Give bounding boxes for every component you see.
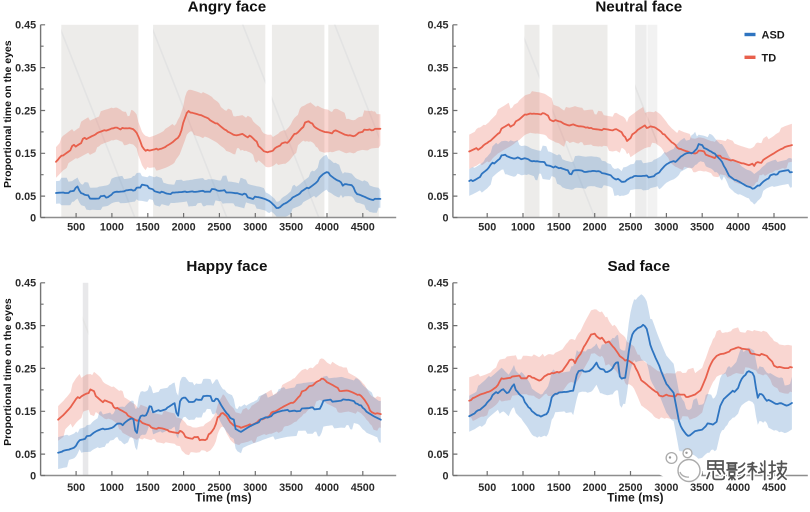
svg-text:1000: 1000	[100, 222, 124, 234]
svg-text:2500: 2500	[618, 482, 642, 494]
svg-text:0.05: 0.05	[15, 191, 36, 203]
svg-text:3500: 3500	[690, 222, 714, 234]
svg-text:0.25: 0.25	[15, 363, 36, 375]
svg-text:2000: 2000	[583, 482, 607, 494]
svg-text:3500: 3500	[690, 482, 714, 494]
svg-text:0.45: 0.45	[15, 278, 36, 290]
svg-text:4000: 4000	[315, 482, 339, 494]
svg-text:Happy face: Happy face	[186, 258, 267, 275]
svg-text:2000: 2000	[583, 222, 607, 234]
svg-text:0.35: 0.35	[427, 63, 448, 75]
svg-text:Angry face: Angry face	[188, 0, 267, 16]
svg-text:4000: 4000	[726, 482, 750, 494]
svg-text:0.25: 0.25	[15, 105, 36, 117]
svg-text:ASD: ASD	[762, 30, 785, 42]
svg-text:0.05: 0.05	[15, 449, 36, 461]
svg-text:0.45: 0.45	[427, 278, 448, 290]
svg-text:0: 0	[442, 470, 448, 482]
svg-text:1500: 1500	[547, 222, 571, 234]
svg-text:4500: 4500	[762, 482, 786, 494]
svg-text:500: 500	[478, 482, 496, 494]
svg-text:0: 0	[30, 212, 36, 224]
svg-text:2500: 2500	[207, 482, 231, 494]
svg-text:3500: 3500	[279, 222, 303, 234]
svg-text:2000: 2000	[172, 482, 196, 494]
svg-text:1500: 1500	[136, 222, 160, 234]
svg-text:1000: 1000	[511, 482, 535, 494]
svg-text:4500: 4500	[351, 482, 375, 494]
svg-text:0: 0	[30, 470, 36, 482]
svg-text:0.05: 0.05	[427, 191, 448, 203]
svg-text:3000: 3000	[243, 482, 267, 494]
svg-text:1500: 1500	[547, 482, 571, 494]
svg-text:0.45: 0.45	[427, 20, 448, 32]
svg-text:Sad face: Sad face	[608, 258, 670, 275]
svg-text:0.25: 0.25	[427, 105, 448, 117]
svg-text:Neutral face: Neutral face	[595, 0, 682, 16]
svg-text:Time (ms): Time (ms)	[607, 491, 663, 505]
svg-text:0.15: 0.15	[427, 148, 448, 160]
svg-text:1000: 1000	[511, 222, 535, 234]
svg-text:4500: 4500	[351, 222, 375, 234]
svg-text:500: 500	[478, 222, 496, 234]
svg-text:Proportional time on the eyes: Proportional time on the eyes	[2, 298, 14, 446]
svg-text:TD: TD	[762, 52, 777, 64]
svg-text:2500: 2500	[618, 222, 642, 234]
svg-text:500: 500	[67, 222, 85, 234]
svg-text:0.05: 0.05	[427, 449, 448, 461]
svg-text:4000: 4000	[315, 222, 339, 234]
svg-text:500: 500	[67, 482, 85, 494]
svg-text:0.15: 0.15	[427, 406, 448, 418]
svg-text:0.25: 0.25	[427, 363, 448, 375]
svg-text:1000: 1000	[100, 482, 124, 494]
svg-text:4000: 4000	[726, 222, 750, 234]
svg-text:0: 0	[442, 212, 448, 224]
svg-text:Proportional time on the eyes: Proportional time on the eyes	[2, 40, 14, 188]
svg-text:2000: 2000	[172, 222, 196, 234]
svg-text:0.15: 0.15	[15, 406, 36, 418]
svg-text:0.35: 0.35	[427, 321, 448, 333]
svg-text:0.35: 0.35	[15, 63, 36, 75]
svg-text:Time (ms): Time (ms)	[195, 491, 251, 505]
svg-text:3000: 3000	[654, 222, 678, 234]
svg-text:0.15: 0.15	[15, 148, 36, 160]
svg-text:4500: 4500	[762, 222, 786, 234]
svg-text:3500: 3500	[279, 482, 303, 494]
svg-text:1500: 1500	[136, 482, 160, 494]
svg-text:0.45: 0.45	[15, 20, 36, 32]
svg-text:0.35: 0.35	[15, 321, 36, 333]
svg-text:3000: 3000	[654, 482, 678, 494]
svg-text:2500: 2500	[207, 222, 231, 234]
svg-text:3000: 3000	[243, 222, 267, 234]
